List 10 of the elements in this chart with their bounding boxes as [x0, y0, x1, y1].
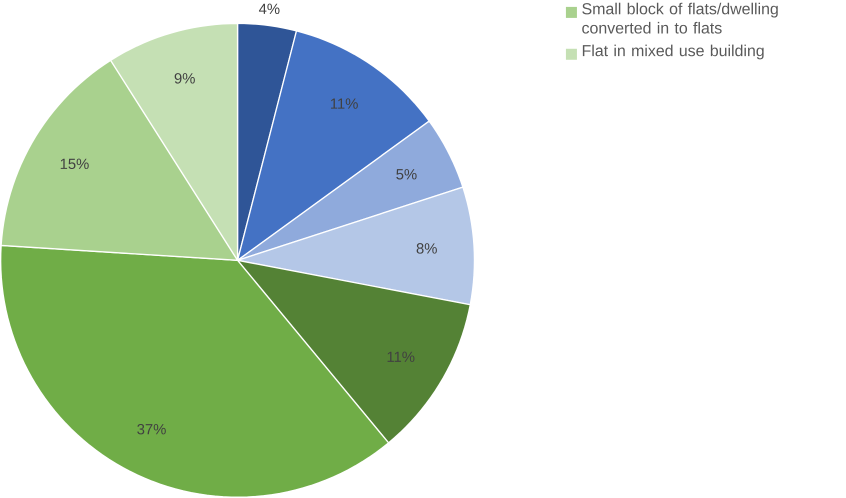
data-label: 11% — [330, 98, 358, 109]
data-label: 37% — [137, 424, 166, 434]
data-label: 9% — [174, 73, 195, 84]
data-label: 15% — [60, 158, 89, 170]
data-label: 11% — [388, 352, 414, 362]
legend-label: Flat in mixed use building — [582, 44, 764, 60]
data-label: 4% — [258, 4, 280, 14]
data-label: 5% — [396, 169, 417, 180]
data-label: 8% — [416, 243, 437, 254]
legend-label: Small block of flats/dwelling converted in to flats — [582, 2, 778, 34]
